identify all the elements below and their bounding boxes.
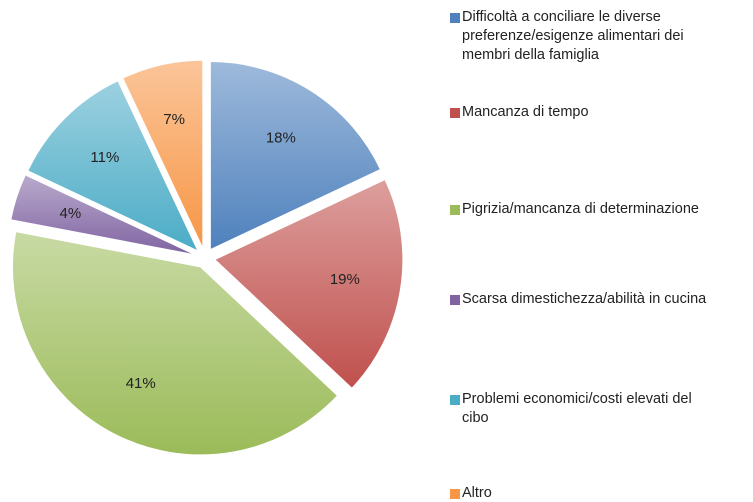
- legend-swatch: [450, 395, 460, 405]
- legend-swatch: [450, 108, 460, 118]
- pie-slice: [122, 59, 204, 249]
- pie-slice: [11, 231, 339, 456]
- legend-label: Difficoltà a conciliare le diverse prefe…: [462, 9, 684, 63]
- data-label: 18%: [266, 129, 296, 146]
- legend-entry: Problemi economici/costi elevati del cib…: [450, 390, 712, 428]
- data-label: 19%: [330, 271, 360, 288]
- data-label: 4%: [59, 205, 81, 222]
- legend-label: Mancanza di tempo: [462, 104, 589, 120]
- legend-swatch: [450, 295, 460, 305]
- legend-entry: Difficoltà a conciliare le diverse prefe…: [450, 8, 712, 65]
- legend-entry: Pigrizia/mancanza di determinazione: [450, 200, 712, 219]
- data-label: 41%: [126, 375, 156, 392]
- pie-slice: [213, 178, 404, 389]
- pie-slice: [209, 61, 382, 251]
- data-label: 7%: [163, 111, 185, 128]
- legend-label: Problemi economici/costi elevati del cib…: [462, 391, 692, 426]
- legend-swatch: [450, 489, 460, 499]
- legend-label: Altro: [462, 485, 492, 501]
- legend-entry: Altro: [450, 484, 712, 502]
- legend-entry: Mancanza di tempo: [450, 103, 712, 122]
- legend-entry: Scarsa dimestichezza/abilità in cucina: [450, 290, 712, 309]
- legend-swatch: [450, 13, 460, 23]
- legend-swatch: [450, 205, 460, 215]
- pie-slice: [10, 174, 196, 256]
- data-label: 11%: [90, 149, 119, 166]
- legend-label: Scarsa dimestichezza/abilità in cucina: [462, 291, 707, 307]
- pie-slice: [27, 80, 199, 252]
- legend-label: Pigrizia/mancanza di determinazione: [462, 201, 699, 217]
- pie-area: 18% 19% 41% 4% 11% 7%: [10, 59, 404, 456]
